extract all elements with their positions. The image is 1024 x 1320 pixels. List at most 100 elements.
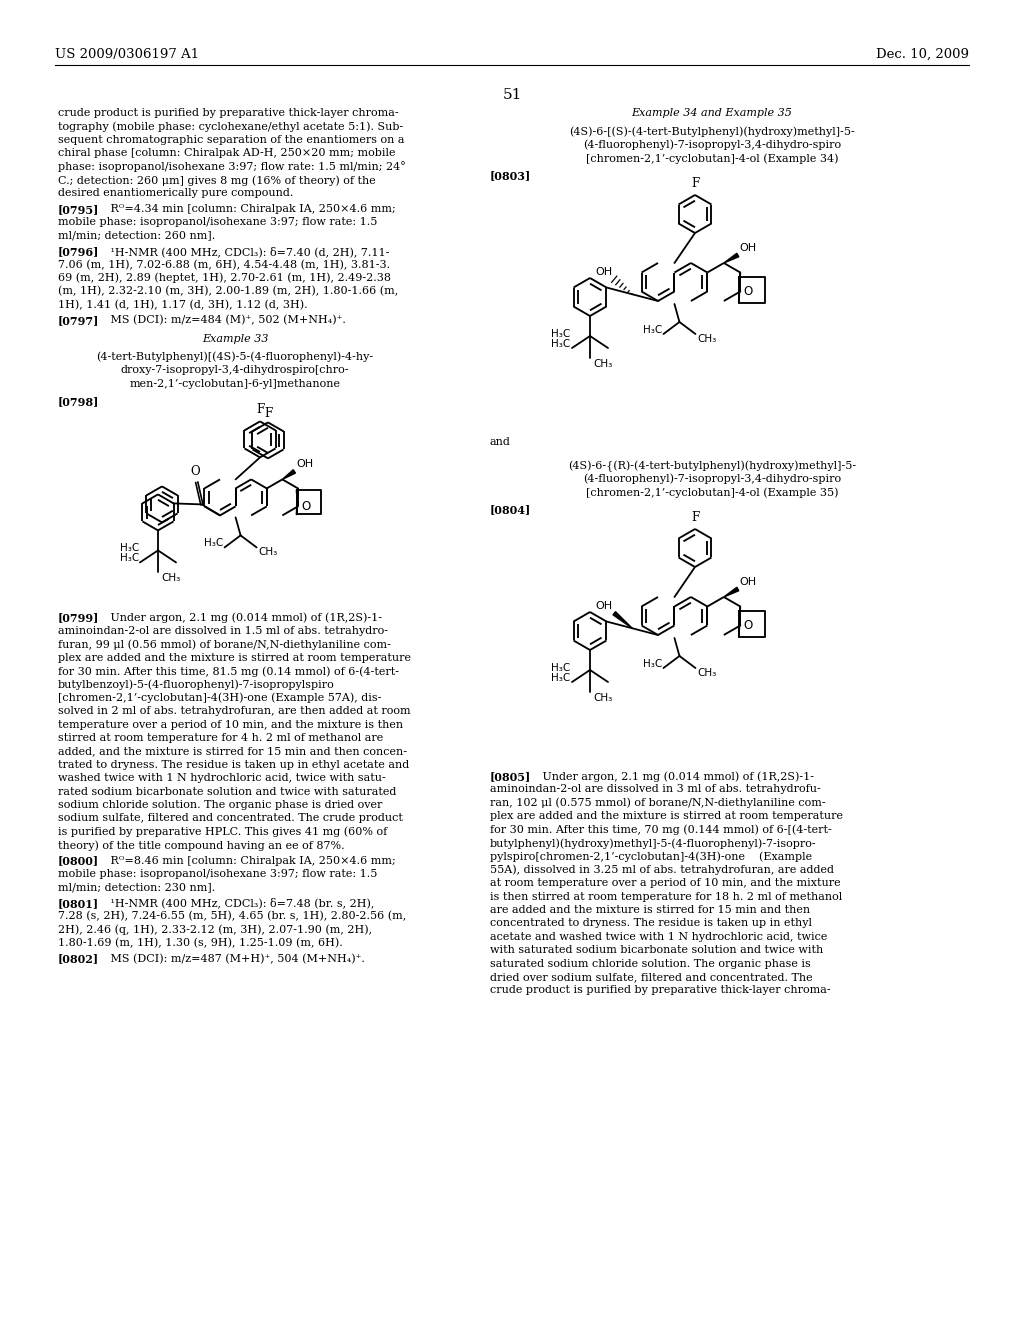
Text: O: O: [301, 500, 310, 513]
Text: concentrated to dryness. The residue is taken up in ethyl: concentrated to dryness. The residue is …: [490, 919, 812, 928]
Text: trated to dryness. The residue is taken up in ethyl acetate and: trated to dryness. The residue is taken …: [58, 760, 410, 770]
Text: mobile phase: isopropanol/isohexane 3:97; flow rate: 1.5: mobile phase: isopropanol/isohexane 3:97…: [58, 869, 378, 879]
Text: F: F: [264, 408, 272, 420]
Text: [chromen-2,1’-cyclobutan]-4-ol (Example 34): [chromen-2,1’-cyclobutan]-4-ol (Example …: [586, 153, 839, 164]
Text: rated sodium bicarbonate solution and twice with saturated: rated sodium bicarbonate solution and tw…: [58, 787, 396, 796]
Text: CH₃: CH₃: [161, 573, 180, 583]
Text: washed twice with 1 N hydrochloric acid, twice with satu-: washed twice with 1 N hydrochloric acid,…: [58, 774, 386, 783]
Polygon shape: [283, 470, 296, 479]
Text: F: F: [691, 177, 699, 190]
Text: phase: isopropanol/isohexane 3:97; flow rate: 1.5 ml/min; 24°: phase: isopropanol/isohexane 3:97; flow …: [58, 161, 406, 173]
Text: H₃C: H₃C: [643, 659, 663, 669]
Text: (m, 1H), 2.32-2.10 (m, 3H), 2.00-1.89 (m, 2H), 1.80-1.66 (m,: (m, 1H), 2.32-2.10 (m, 3H), 2.00-1.89 (m…: [58, 286, 398, 297]
Text: MS (DCI): m/z=487 (M+H)⁺, 504 (M+NH₄)⁺.: MS (DCI): m/z=487 (M+H)⁺, 504 (M+NH₄)⁺.: [100, 953, 365, 964]
Text: OH: OH: [739, 243, 757, 253]
Text: 7.28 (s, 2H), 7.24-6.55 (m, 5H), 4.65 (br. s, 1H), 2.80-2.56 (m,: 7.28 (s, 2H), 7.24-6.55 (m, 5H), 4.65 (b…: [58, 911, 407, 921]
Text: (4-fluorophenyl)-7-isopropyl-3,4-dihydro-spiro: (4-fluorophenyl)-7-isopropyl-3,4-dihydro…: [583, 474, 841, 484]
Text: acetate and washed twice with 1 N hydrochloric acid, twice: acetate and washed twice with 1 N hydroc…: [490, 932, 827, 941]
Text: H₃C: H₃C: [120, 553, 139, 564]
Text: H₃C: H₃C: [643, 325, 663, 335]
Polygon shape: [724, 253, 738, 263]
Polygon shape: [724, 587, 738, 597]
Text: OH: OH: [595, 267, 612, 277]
Text: aminoindan-2-ol are dissolved in 1.5 ml of abs. tetrahydro-: aminoindan-2-ol are dissolved in 1.5 ml …: [58, 626, 388, 636]
Text: 55A), dissolved in 3.25 ml of abs. tetrahydrofuran, are added: 55A), dissolved in 3.25 ml of abs. tetra…: [490, 865, 834, 875]
Text: OH: OH: [595, 601, 612, 611]
Text: [0799]: [0799]: [58, 612, 99, 623]
Text: theory) of the title compound having an ee of 87%.: theory) of the title compound having an …: [58, 841, 345, 851]
Text: O: O: [190, 466, 200, 478]
Text: O: O: [743, 285, 753, 298]
Text: MS (DCI): m/z=484 (M)⁺, 502 (M+NH₄)⁺.: MS (DCI): m/z=484 (M)⁺, 502 (M+NH₄)⁺.: [100, 315, 346, 325]
Text: with saturated sodium bicarbonate solution and twice with: with saturated sodium bicarbonate soluti…: [490, 945, 823, 956]
Text: C.; detection: 260 μm] gives 8 mg (16% of theory) of the: C.; detection: 260 μm] gives 8 mg (16% o…: [58, 176, 376, 186]
Text: ran, 102 μl (0.575 mmol) of borane/N,N-diethylaniline com-: ran, 102 μl (0.575 mmol) of borane/N,N-d…: [490, 797, 825, 808]
Text: crude product is purified by preparative thick-layer chroma-: crude product is purified by preparative…: [58, 108, 398, 117]
Text: sodium chloride solution. The organic phase is dried over: sodium chloride solution. The organic ph…: [58, 800, 382, 810]
Text: (4S)-6-[(S)-(4-tert-Butylphenyl)(hydroxy)methyl]-5-: (4S)-6-[(S)-(4-tert-Butylphenyl)(hydroxy…: [569, 127, 855, 137]
Text: H₃C: H₃C: [551, 663, 570, 673]
Text: for 30 min. After this time, 81.5 mg (0.14 mmol) of 6-(4-tert-: for 30 min. After this time, 81.5 mg (0.…: [58, 667, 399, 677]
Text: sequent chromatographic separation of the enantiomers on a: sequent chromatographic separation of th…: [58, 135, 404, 145]
Text: added, and the mixture is stirred for 15 min and then concen-: added, and the mixture is stirred for 15…: [58, 746, 407, 756]
Text: F: F: [691, 511, 699, 524]
Text: [0798]: [0798]: [58, 396, 99, 407]
Text: H₃C: H₃C: [551, 329, 570, 339]
Text: 51: 51: [503, 88, 521, 102]
Polygon shape: [613, 611, 632, 628]
Text: CH₃: CH₃: [697, 668, 717, 678]
Text: CH₃: CH₃: [593, 693, 612, 704]
Text: [chromen-2,1’-cyclobutan]-4(3H)-one (Example 57A), dis-: [chromen-2,1’-cyclobutan]-4(3H)-one (Exa…: [58, 693, 381, 704]
Text: desired enantiomerically pure compound.: desired enantiomerically pure compound.: [58, 189, 293, 198]
Text: Example 33: Example 33: [202, 334, 268, 345]
Text: at room temperature over a period of 10 min, and the mixture: at room temperature over a period of 10 …: [490, 878, 841, 888]
Text: Rᴼ=4.34 min [column: Chiralpak IA, 250×4.6 mm;: Rᴼ=4.34 min [column: Chiralpak IA, 250×4…: [100, 203, 395, 214]
Text: 2H), 2.46 (q, 1H), 2.33-2.12 (m, 3H), 2.07-1.90 (m, 2H),: 2H), 2.46 (q, 1H), 2.33-2.12 (m, 3H), 2.…: [58, 924, 372, 935]
Text: Example 34 and Example 35: Example 34 and Example 35: [632, 108, 793, 117]
Text: are added and the mixture is stirred for 15 min and then: are added and the mixture is stirred for…: [490, 906, 810, 915]
Text: is purified by preparative HPLC. This gives 41 mg (60% of: is purified by preparative HPLC. This gi…: [58, 826, 387, 837]
Text: for 30 min. After this time, 70 mg (0.144 mmol) of 6-[(4-tert-: for 30 min. After this time, 70 mg (0.14…: [490, 825, 831, 836]
Text: [0795]: [0795]: [58, 203, 99, 215]
Text: [0801]: [0801]: [58, 898, 99, 908]
Text: [0800]: [0800]: [58, 855, 99, 867]
Text: plex are added and the mixture is stirred at room temperature: plex are added and the mixture is stirre…: [58, 652, 411, 663]
Text: [0805]: [0805]: [490, 771, 531, 781]
Text: [0796]: [0796]: [58, 246, 99, 257]
Text: is then stirred at room temperature for 18 h. 2 ml of methanol: is then stirred at room temperature for …: [490, 891, 843, 902]
Text: men-2,1’-cyclobutan]-6-yl]methanone: men-2,1’-cyclobutan]-6-yl]methanone: [129, 379, 341, 388]
Text: H₃C: H₃C: [551, 339, 570, 348]
Text: stirred at room temperature for 4 h. 2 ml of methanol are: stirred at room temperature for 4 h. 2 m…: [58, 733, 383, 743]
Text: [chromen-2,1’-cyclobutan]-4-ol (Example 35): [chromen-2,1’-cyclobutan]-4-ol (Example …: [586, 487, 839, 498]
Text: aminoindan-2-ol are dissolved in 3 ml of abs. tetrahydrofu-: aminoindan-2-ol are dissolved in 3 ml of…: [490, 784, 821, 795]
Text: CH₃: CH₃: [593, 359, 612, 370]
Text: pylspiro[chromen-2,1’-cyclobutan]-4(3H)-one    (Example: pylspiro[chromen-2,1’-cyclobutan]-4(3H)-…: [490, 851, 812, 862]
Text: Dec. 10, 2009: Dec. 10, 2009: [876, 48, 969, 61]
Text: and: and: [490, 437, 511, 447]
Text: OH: OH: [739, 577, 757, 587]
Text: [0803]: [0803]: [490, 170, 531, 182]
Text: 1H), 1.41 (d, 1H), 1.17 (d, 3H), 1.12 (d, 3H).: 1H), 1.41 (d, 1H), 1.17 (d, 3H), 1.12 (d…: [58, 300, 307, 310]
Text: saturated sodium chloride solution. The organic phase is: saturated sodium chloride solution. The …: [490, 958, 811, 969]
Text: ml/min; detection: 230 nm].: ml/min; detection: 230 nm].: [58, 882, 215, 892]
Text: [0797]: [0797]: [58, 315, 99, 326]
Text: H₃C: H₃C: [551, 673, 570, 682]
Text: mobile phase: isopropanol/isohexane 3:97; flow rate: 1.5: mobile phase: isopropanol/isohexane 3:97…: [58, 218, 378, 227]
Text: butylphenyl)(hydroxy)methyl]-5-(4-fluorophenyl)-7-isopro-: butylphenyl)(hydroxy)methyl]-5-(4-fluoro…: [490, 838, 816, 849]
Text: O: O: [743, 619, 753, 632]
Text: H₃C: H₃C: [205, 539, 223, 548]
Text: sodium sulfate, filtered and concentrated. The crude product: sodium sulfate, filtered and concentrate…: [58, 813, 402, 824]
Text: OH: OH: [296, 459, 313, 470]
Text: Rᴼ=8.46 min [column: Chiralpak IA, 250×4.6 mm;: Rᴼ=8.46 min [column: Chiralpak IA, 250×4…: [100, 855, 395, 866]
Text: droxy-7-isopropyl-3,4-dihydrospiro[chro-: droxy-7-isopropyl-3,4-dihydrospiro[chro-: [121, 366, 349, 375]
Text: 69 (m, 2H), 2.89 (heptet, 1H), 2.70-2.61 (m, 1H), 2.49-2.38: 69 (m, 2H), 2.89 (heptet, 1H), 2.70-2.61…: [58, 273, 391, 284]
Text: ml/min; detection: 260 nm].: ml/min; detection: 260 nm].: [58, 231, 215, 240]
Text: butylbenzoyl)-5-(4-fluorophenyl)-7-isopropylspiro: butylbenzoyl)-5-(4-fluorophenyl)-7-isopr…: [58, 680, 335, 690]
Text: H₃C: H₃C: [120, 544, 139, 553]
Text: (4-tert-Butylphenyl)[(4S)-5-(4-fluorophenyl)-4-hy-: (4-tert-Butylphenyl)[(4S)-5-(4-fluorophe…: [96, 352, 374, 363]
Text: furan, 99 μl (0.56 mmol) of borane/N,N-diethylaniline com-: furan, 99 μl (0.56 mmol) of borane/N,N-d…: [58, 639, 391, 649]
Text: temperature over a period of 10 min, and the mixture is then: temperature over a period of 10 min, and…: [58, 719, 403, 730]
Text: ¹H-NMR (400 MHz, CDCl₃): δ=7.40 (d, 2H), 7.11-: ¹H-NMR (400 MHz, CDCl₃): δ=7.40 (d, 2H),…: [100, 246, 389, 257]
Text: (4S)-6-{(R)-(4-tert-butylphenyl)(hydroxy)methyl]-5-: (4S)-6-{(R)-(4-tert-butylphenyl)(hydroxy…: [568, 461, 856, 471]
Text: Under argon, 2.1 mg (0.014 mmol) of (1R,2S)-1-: Under argon, 2.1 mg (0.014 mmol) of (1R,…: [532, 771, 814, 781]
